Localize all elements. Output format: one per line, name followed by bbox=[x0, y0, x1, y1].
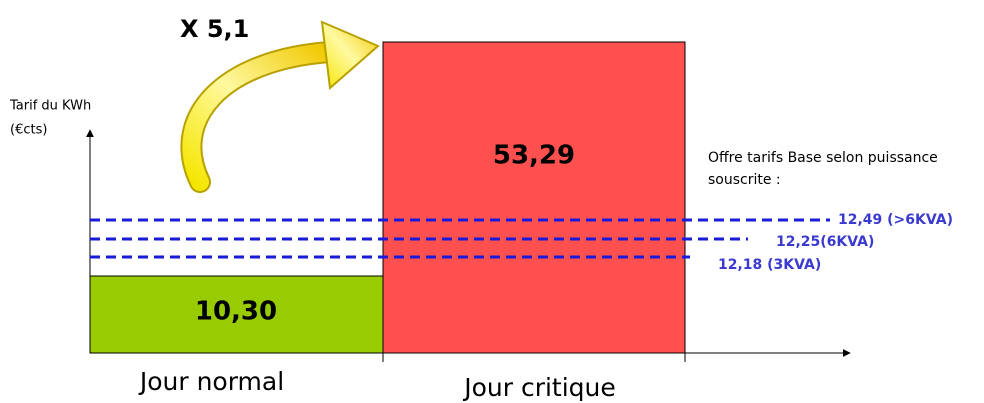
bar-critical bbox=[382, 41, 686, 354]
axis-label: (€cts) bbox=[10, 123, 47, 138]
bar-label: Jour critique bbox=[462, 373, 616, 402]
reference-caption: Offre tarifs Base selon puissance bbox=[708, 150, 938, 166]
multiplier: X 5,1 bbox=[180, 15, 249, 43]
bar-normal bbox=[89, 275, 384, 354]
reference-caption: souscrite : bbox=[708, 172, 781, 188]
reference-label: 12,18 (3KVA) bbox=[718, 257, 821, 273]
arrow-body bbox=[182, 43, 339, 191]
reference-label: 12,25(6KVA) bbox=[776, 234, 874, 250]
reference-label: 12,49 (>6KVA) bbox=[838, 212, 953, 228]
bar-value: 53,29 bbox=[493, 141, 575, 171]
arrow-head bbox=[320, 20, 380, 90]
bar-value: 10,30 bbox=[195, 297, 277, 327]
axis-label: Tarif du KWh bbox=[9, 99, 91, 114]
bar-label: Jour normal bbox=[138, 367, 284, 396]
